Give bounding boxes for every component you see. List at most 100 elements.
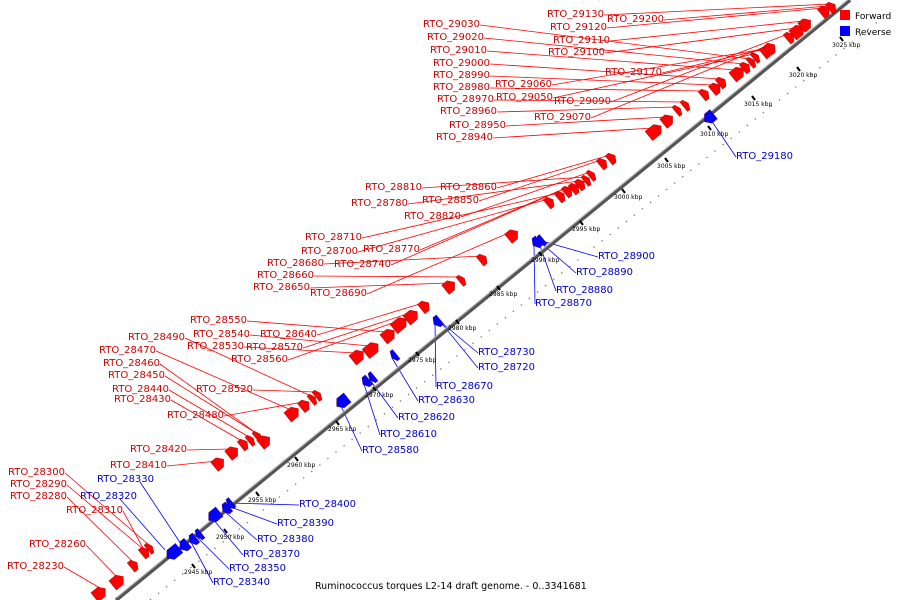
gene-label[interactable]: RTO_28230 bbox=[7, 561, 64, 572]
gene-label[interactable]: RTO_28950 bbox=[449, 120, 506, 131]
forward-gene[interactable] bbox=[728, 64, 747, 83]
reverse-gene[interactable] bbox=[359, 374, 374, 389]
forward-gene[interactable] bbox=[389, 314, 410, 334]
reverse-gene[interactable] bbox=[701, 109, 718, 127]
gene-label[interactable]: RTO_28960 bbox=[440, 106, 497, 117]
forward-gene[interactable] bbox=[567, 181, 582, 196]
forward-gene[interactable] bbox=[542, 195, 557, 210]
gene-label[interactable]: RTO_28550 bbox=[190, 315, 247, 326]
gene-label[interactable]: RTO_28330 bbox=[97, 474, 154, 485]
gene-label[interactable]: RTO_29000 bbox=[433, 58, 490, 69]
gene-label[interactable]: RTO_28380 bbox=[257, 534, 314, 545]
gene-label[interactable]: RTO_28450 bbox=[108, 370, 165, 381]
forward-gene[interactable] bbox=[283, 404, 302, 423]
forward-gene[interactable] bbox=[573, 177, 588, 192]
gene-label[interactable]: RTO_28530 bbox=[187, 341, 244, 352]
forward-gene[interactable] bbox=[580, 173, 593, 187]
gene-label[interactable]: RTO_28260 bbox=[29, 539, 86, 550]
reverse-gene[interactable] bbox=[535, 234, 548, 247]
gene-label[interactable]: RTO_29070 bbox=[534, 112, 591, 123]
gene-label[interactable]: RTO_28730 bbox=[478, 347, 535, 358]
gene-label[interactable]: RTO_29100 bbox=[548, 47, 605, 58]
gene-label[interactable]: RTO_29120 bbox=[550, 22, 607, 33]
gene-label[interactable]: RTO_28410 bbox=[110, 460, 167, 471]
reverse-gene[interactable] bbox=[430, 314, 445, 329]
gene-label[interactable]: RTO_28520 bbox=[196, 384, 253, 395]
forward-gene[interactable] bbox=[714, 75, 729, 90]
gene-label[interactable]: RTO_28300 bbox=[8, 467, 65, 478]
forward-gene[interactable] bbox=[348, 347, 367, 366]
gene-label[interactable]: RTO_28680 bbox=[267, 258, 324, 269]
forward-gene[interactable] bbox=[236, 437, 251, 452]
forward-gene[interactable] bbox=[361, 339, 382, 359]
forward-gene[interactable] bbox=[738, 60, 753, 75]
forward-gene[interactable] bbox=[595, 156, 610, 171]
gene-label[interactable]: RTO_28870 bbox=[535, 298, 592, 309]
forward-gene[interactable] bbox=[455, 273, 468, 287]
forward-gene[interactable] bbox=[553, 189, 568, 204]
forward-gene[interactable] bbox=[108, 572, 127, 591]
reverse-gene[interactable] bbox=[219, 501, 234, 516]
forward-gene[interactable] bbox=[244, 433, 257, 447]
gene-label[interactable]: RTO_29110 bbox=[553, 35, 610, 46]
gene-label[interactable]: RTO_28640 bbox=[260, 329, 317, 340]
forward-gene[interactable] bbox=[797, 16, 815, 33]
gene-label[interactable]: RTO_28620 bbox=[398, 412, 455, 423]
forward-gene[interactable] bbox=[659, 112, 677, 129]
forward-gene[interactable] bbox=[417, 298, 432, 315]
gene-label[interactable]: RTO_28780 bbox=[351, 198, 408, 209]
forward-gene[interactable] bbox=[143, 541, 156, 555]
forward-gene[interactable] bbox=[824, 0, 839, 15]
gene-label[interactable]: RTO_28430 bbox=[114, 394, 171, 405]
gene-label[interactable]: RTO_28480 bbox=[167, 410, 224, 421]
gene-label[interactable]: RTO_29050 bbox=[496, 92, 553, 103]
forward-gene[interactable] bbox=[708, 80, 723, 97]
forward-gene[interactable] bbox=[126, 558, 141, 573]
gene-label[interactable]: RTO_28720 bbox=[478, 362, 535, 373]
gene-label[interactable]: RTO_28280 bbox=[10, 491, 67, 502]
gene-label[interactable]: RTO_28740 bbox=[334, 259, 391, 270]
gene-label[interactable]: RTO_28340 bbox=[213, 577, 270, 588]
forward-gene[interactable] bbox=[604, 151, 619, 166]
gene-label[interactable]: RTO_28900 bbox=[598, 251, 655, 262]
gene-label[interactable]: RTO_28290 bbox=[10, 479, 67, 490]
gene-label[interactable]: RTO_28350 bbox=[229, 563, 286, 574]
gene-label[interactable]: RTO_28700 bbox=[301, 246, 358, 257]
forward-gene[interactable] bbox=[679, 98, 692, 112]
forward-gene[interactable] bbox=[749, 50, 762, 64]
reverse-gene[interactable] bbox=[176, 537, 192, 554]
gene-label[interactable]: RTO_28850 bbox=[422, 195, 479, 206]
reverse-gene[interactable] bbox=[388, 349, 401, 362]
gene-label[interactable]: RTO_28650 bbox=[253, 282, 310, 293]
forward-gene[interactable] bbox=[210, 455, 228, 472]
gene-label[interactable]: RTO_29180 bbox=[736, 151, 793, 162]
reverse-gene[interactable] bbox=[205, 506, 224, 525]
reverse-gene[interactable] bbox=[333, 392, 352, 411]
forward-gene[interactable] bbox=[763, 40, 778, 57]
forward-gene[interactable] bbox=[475, 252, 490, 267]
forward-gene[interactable] bbox=[256, 433, 274, 450]
gene-label[interactable]: RTO_28420 bbox=[130, 444, 187, 455]
gene-label[interactable]: RTO_28690 bbox=[310, 288, 367, 299]
gene-label[interactable]: RTO_28560 bbox=[231, 354, 288, 365]
forward-gene[interactable] bbox=[402, 307, 421, 326]
gene-label[interactable]: RTO_29010 bbox=[430, 45, 487, 56]
forward-gene[interactable] bbox=[224, 444, 242, 461]
gene-label[interactable]: RTO_28400 bbox=[299, 499, 356, 510]
forward-gene[interactable] bbox=[560, 184, 575, 199]
gene-label[interactable]: RTO_28810 bbox=[365, 182, 422, 193]
gene-label[interactable]: RTO_28540 bbox=[193, 329, 250, 340]
gene-label[interactable]: RTO_28610 bbox=[380, 429, 437, 440]
gene-label[interactable]: RTO_28940 bbox=[436, 132, 493, 143]
forward-gene[interactable] bbox=[671, 103, 684, 117]
gene-label[interactable]: RTO_28470 bbox=[99, 345, 156, 356]
forward-gene[interactable] bbox=[745, 55, 758, 69]
gene-label[interactable]: RTO_29170 bbox=[605, 67, 662, 78]
forward-gene[interactable] bbox=[817, 3, 832, 20]
reverse-gene[interactable] bbox=[366, 371, 379, 384]
forward-gene[interactable] bbox=[311, 388, 324, 402]
gene-label[interactable]: RTO_28970 bbox=[437, 94, 494, 105]
gene-label[interactable]: RTO_29030 bbox=[423, 19, 480, 30]
forward-gene[interactable] bbox=[306, 392, 319, 406]
gene-label[interactable]: RTO_28710 bbox=[305, 232, 362, 243]
